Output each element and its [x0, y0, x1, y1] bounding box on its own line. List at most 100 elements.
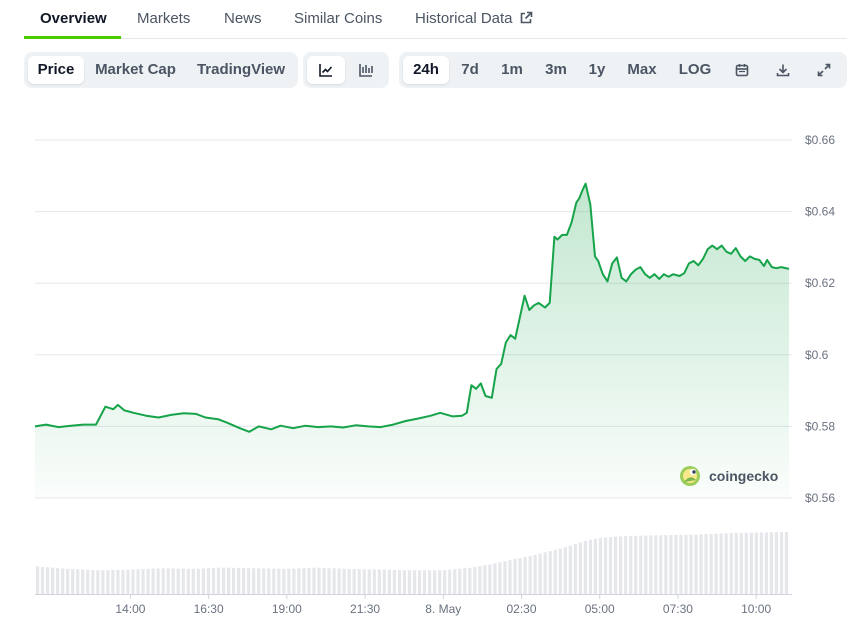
- x-tick-label: 02:30: [506, 602, 536, 616]
- volume-bar: [704, 534, 708, 594]
- volume-bar: [412, 570, 417, 594]
- volume-bar: [40, 566, 45, 594]
- volume-bar: [262, 568, 266, 594]
- volume-bar: [714, 533, 718, 594]
- y-tick-label: $0.56: [805, 491, 835, 505]
- volume-bar: [111, 569, 115, 594]
- volume-bar: [563, 547, 567, 594]
- volume-bars: [35, 532, 789, 594]
- volume-bar: [45, 567, 50, 594]
- volume-bar: [694, 534, 698, 594]
- volume-bar: [558, 548, 562, 594]
- volume-bar: [196, 568, 200, 594]
- volume-bar: [392, 569, 397, 594]
- volume-bar: [774, 532, 779, 594]
- volume-bar: [91, 569, 95, 594]
- line-chart-button[interactable]: [307, 56, 345, 84]
- price-button[interactable]: Price: [28, 56, 84, 84]
- volume-bar: [508, 560, 512, 594]
- range-7d-button[interactable]: 7d: [461, 61, 479, 78]
- volume-bar: [317, 567, 321, 594]
- volume-bar: [478, 566, 482, 594]
- volume-bar: [503, 561, 507, 594]
- fullscreen-button[interactable]: [808, 56, 840, 84]
- volume-bar: [216, 567, 221, 594]
- volume-bar: [448, 569, 452, 594]
- volume-bar: [322, 567, 326, 594]
- volume-bar: [382, 569, 386, 594]
- volume-bar: [779, 532, 784, 594]
- volume-bar: [634, 535, 638, 594]
- log-scale-button[interactable]: LOG: [678, 61, 712, 78]
- volume-bar: [191, 568, 195, 594]
- volume-bar: [96, 570, 100, 594]
- volume-bar: [282, 568, 286, 594]
- volume-bar: [257, 568, 261, 594]
- data-type-selector: Price Market Cap TradingView: [24, 52, 298, 88]
- volume-bar: [438, 570, 442, 594]
- volume-bar: [136, 569, 140, 594]
- volume-bar: [231, 567, 236, 594]
- volume-bar: [362, 569, 366, 594]
- range-3m-button[interactable]: 3m: [545, 61, 567, 78]
- tab-overview[interactable]: Overview: [40, 10, 107, 27]
- volume-bar: [272, 568, 276, 594]
- volume-bar: [759, 532, 763, 594]
- volume-bar: [327, 568, 331, 594]
- volume-bar: [252, 568, 256, 594]
- tradingview-button[interactable]: TradingView: [196, 61, 286, 78]
- volume-bar: [347, 568, 351, 594]
- overview-tab-bar: Overview Markets News Similar Coins Hist…: [24, 0, 847, 39]
- tab-similar-coins[interactable]: Similar Coins: [294, 10, 383, 27]
- tab-markets[interactable]: Markets: [137, 10, 191, 27]
- range-1m-button[interactable]: 1m: [501, 61, 523, 78]
- date-range-button[interactable]: [726, 56, 758, 84]
- volume-bar: [176, 568, 180, 594]
- candlestick-chart-button[interactable]: [347, 56, 385, 84]
- volume-bar: [598, 537, 603, 594]
- volume-bar: [513, 559, 517, 594]
- range-max-button[interactable]: Max: [627, 61, 657, 78]
- range-24h-button[interactable]: 24h: [403, 56, 449, 84]
- coingecko-wordmark: coingecko: [709, 468, 778, 484]
- volume-bar: [739, 532, 743, 594]
- x-axis-labels: 14:00 16:30 19:00 21:30 8. May 02:30 05:00 07:3…: [115, 594, 771, 616]
- volume-bar: [619, 536, 623, 594]
- volume-bar: [56, 568, 60, 594]
- price-chart[interactable]: $0.56 $0.58 $0.6 $0.62 $0.64 $0.66 14:00 16:30…: [0, 120, 847, 628]
- volume-bar: [443, 570, 447, 594]
- volume-bar: [146, 568, 150, 594]
- volume-bar: [367, 569, 371, 594]
- x-tick-label: 14:00: [115, 602, 145, 616]
- volume-bar: [568, 545, 572, 594]
- volume-bar: [684, 534, 688, 594]
- volume-bar: [81, 569, 85, 594]
- external-link-icon: [520, 11, 532, 24]
- volume-bar: [101, 570, 105, 594]
- volume-bar: [593, 538, 598, 594]
- volume-bar: [357, 569, 361, 594]
- volume-bar: [141, 569, 145, 594]
- volume-bar: [417, 570, 422, 594]
- volume-bar: [483, 565, 487, 594]
- volume-bar: [307, 567, 311, 594]
- volume-bar: [699, 534, 703, 594]
- range-selector: 24h 7d 1m 3m 1y Max LOG: [399, 52, 847, 88]
- volume-bar: [453, 569, 457, 594]
- volume-bar: [312, 567, 316, 594]
- tab-news[interactable]: News: [224, 10, 262, 27]
- range-1y-button[interactable]: 1y: [588, 61, 606, 78]
- volume-bar: [709, 533, 713, 594]
- volume-bar: [226, 567, 231, 594]
- volume-bar: [422, 570, 427, 594]
- volume-bar: [639, 535, 643, 594]
- volume-bar: [76, 569, 80, 594]
- market-cap-button[interactable]: Market Cap: [95, 61, 176, 78]
- volume-bar: [302, 568, 306, 594]
- volume-bar: [86, 569, 90, 594]
- tab-historical-data[interactable]: Historical Data: [415, 0, 533, 39]
- volume-bar: [407, 570, 412, 594]
- volume-bar: [166, 568, 170, 594]
- volume-bar: [116, 569, 120, 594]
- download-button[interactable]: [767, 56, 799, 84]
